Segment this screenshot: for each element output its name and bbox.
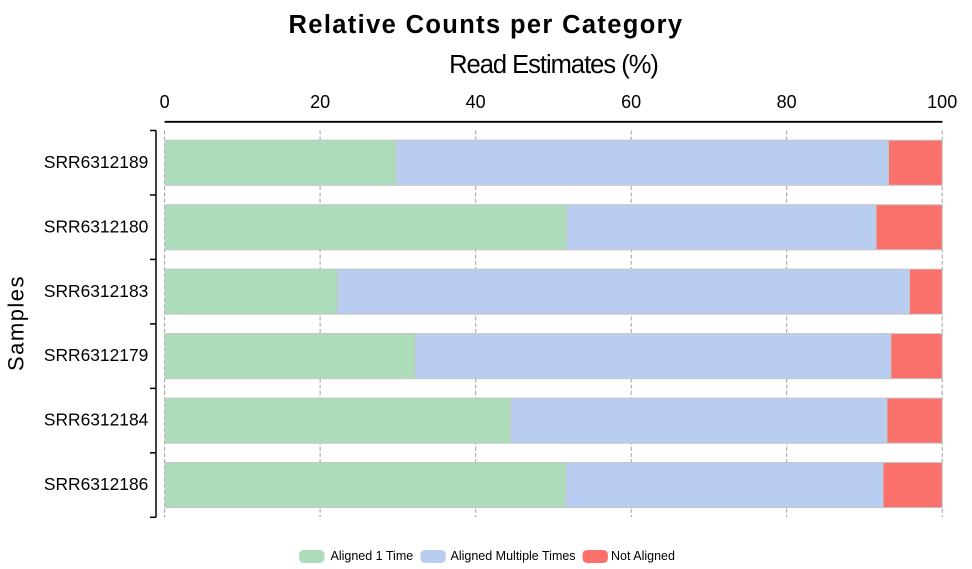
svg-text:SRR6312184: SRR6312184 bbox=[44, 410, 149, 430]
svg-text:40: 40 bbox=[466, 92, 486, 112]
svg-text:100: 100 bbox=[927, 92, 957, 112]
svg-text:SRR6312180: SRR6312180 bbox=[44, 216, 148, 236]
svg-text:60: 60 bbox=[621, 92, 641, 112]
svg-text:Aligned 1 Time: Aligned 1 Time bbox=[331, 549, 414, 563]
svg-text:Not Aligned: Not Aligned bbox=[611, 549, 675, 563]
svg-text:SRR6312183: SRR6312183 bbox=[44, 281, 148, 301]
svg-text:SRR6312189: SRR6312189 bbox=[44, 152, 148, 172]
svg-text:0: 0 bbox=[160, 92, 170, 112]
svg-text:20: 20 bbox=[310, 92, 330, 112]
svg-text:Samples: Samples bbox=[4, 275, 29, 371]
svg-text:Read Estimates (%): Read Estimates (%) bbox=[449, 51, 658, 79]
svg-text:SRR6312186: SRR6312186 bbox=[44, 474, 148, 494]
svg-text:Relative Counts per Category: Relative Counts per Category bbox=[289, 11, 684, 39]
svg-text:SRR6312179: SRR6312179 bbox=[44, 345, 148, 365]
svg-text:80: 80 bbox=[777, 92, 797, 112]
svg-text:Aligned Multiple Times: Aligned Multiple Times bbox=[451, 549, 576, 563]
